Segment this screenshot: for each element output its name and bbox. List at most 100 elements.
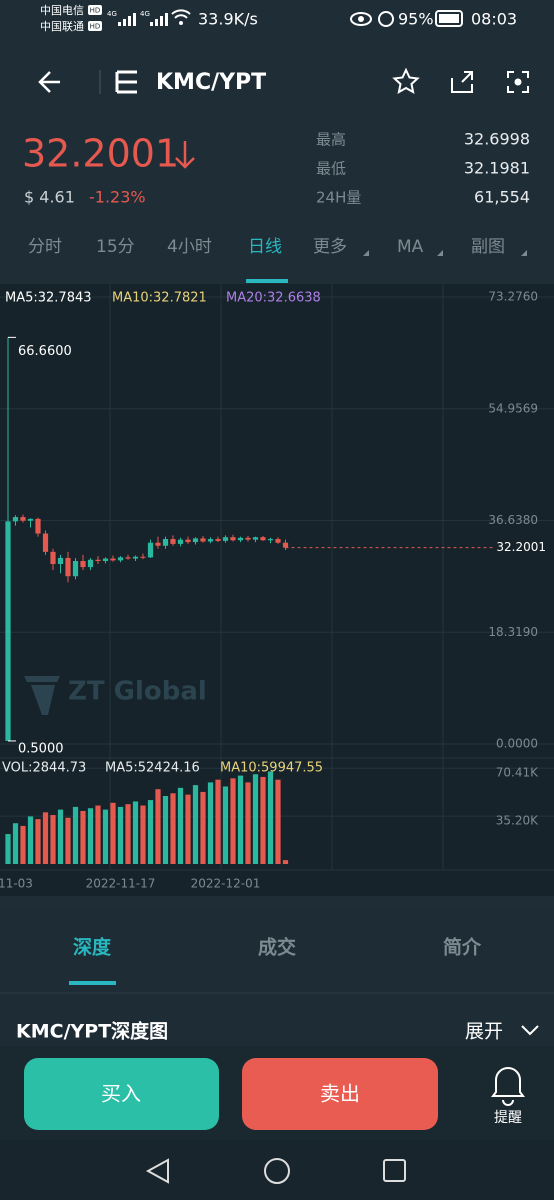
volume-bar	[110, 802, 116, 864]
candle-body	[117, 557, 124, 561]
volume-bar	[252, 774, 259, 864]
back-button[interactable]	[38, 71, 60, 93]
tab[interactable]: 15分	[96, 237, 135, 257]
time: 08:03	[471, 10, 517, 29]
hd: HD	[90, 7, 101, 15]
expand-button[interactable]: 展开	[465, 1021, 503, 1043]
volume-bar	[12, 823, 19, 864]
candle-body	[140, 556, 146, 558]
tab[interactable]: 分时	[28, 237, 62, 257]
y-tick-label: 36.6380	[488, 513, 538, 527]
candle-body	[125, 557, 131, 559]
candle-body	[162, 539, 169, 546]
candle-body	[155, 542, 161, 546]
bottom-tab[interactable]: 成交	[258, 936, 296, 959]
scan-button[interactable]	[507, 71, 529, 93]
tab[interactable]: 日线	[248, 237, 282, 257]
bottom-tab[interactable]: 简介	[443, 936, 482, 959]
volume-bar	[117, 806, 124, 864]
volume-bar	[185, 794, 191, 864]
stat-label: 24H量	[316, 189, 361, 207]
bottom-tab[interactable]: 深度	[73, 936, 112, 959]
tab[interactable]: 副图	[471, 237, 505, 257]
watermark: ZT Global	[68, 677, 207, 707]
y-tick-label: 18.3190	[488, 625, 538, 639]
change: -1.23%	[89, 188, 146, 207]
volume-bar	[177, 787, 184, 864]
tab-underline	[69, 981, 116, 985]
volume-bar	[162, 796, 169, 864]
candle-body	[177, 539, 184, 544]
volume-bar	[102, 809, 109, 864]
candle-body	[252, 537, 259, 540]
carrier: 中国联通	[40, 20, 84, 33]
nav-home[interactable]	[264, 1158, 290, 1184]
buy-button[interactable]	[24, 1058, 219, 1130]
low-label: 0.5000	[18, 741, 64, 756]
candle-body	[170, 539, 176, 544]
x-tick-label: 2022-11-17	[86, 877, 156, 891]
volume-bar	[87, 808, 94, 864]
tab[interactable]: 更多	[313, 237, 347, 257]
high-label: 66.6600	[18, 344, 72, 359]
carrier: 中国电信	[40, 4, 84, 17]
x-tick-label: 11-03	[0, 877, 33, 891]
volume-bar	[215, 779, 221, 864]
hd-badge	[88, 21, 102, 31]
nav-back[interactable]	[145, 1158, 169, 1184]
volume-bar	[57, 809, 64, 864]
dropdown-arrow	[521, 250, 527, 256]
volume-bar	[170, 793, 176, 864]
volume-bar	[5, 834, 11, 864]
dropdown-arrow	[437, 250, 443, 256]
volume-bar	[42, 812, 49, 864]
candle-body	[245, 537, 251, 540]
volume-bar	[80, 810, 86, 864]
menu-icon[interactable]	[115, 70, 137, 94]
network: 4G	[107, 10, 117, 18]
volume-bar	[222, 786, 229, 864]
candle-body	[215, 539, 221, 541]
volume-bar	[282, 860, 289, 864]
x-tick-label: 2022-12-01	[191, 877, 261, 891]
candle-body	[192, 538, 199, 543]
stats: 最高 32.6998 最低 32.1981 24H量 61,554	[316, 130, 530, 207]
last-price: 32.2001	[22, 132, 179, 176]
volume-bar	[95, 805, 101, 864]
candle-body	[110, 558, 116, 561]
watermark-logo	[24, 676, 60, 715]
hd-badge	[88, 5, 102, 15]
volume-bar	[50, 815, 56, 864]
eye-icon	[358, 16, 364, 22]
battery: 95%	[398, 10, 434, 29]
tab[interactable]: MA	[397, 237, 424, 257]
volume-bar	[35, 819, 41, 864]
volume-bar	[245, 782, 251, 864]
share-button[interactable]	[451, 71, 473, 93]
volume-bar	[230, 778, 236, 864]
volume-bar	[27, 816, 34, 864]
stat-label: 最高	[316, 131, 346, 149]
favorite-button[interactable]	[392, 67, 420, 94]
candle-body	[267, 539, 274, 541]
candle-body	[65, 557, 71, 577]
candle-body	[20, 517, 26, 521]
candle-body	[50, 551, 56, 565]
tab[interactable]: 4小时	[167, 237, 212, 257]
network: 4G	[140, 10, 150, 18]
nav-recent[interactable]	[383, 1159, 406, 1182]
nav-bar	[0, 1140, 554, 1200]
volume-bar	[140, 805, 146, 864]
candle-body	[147, 542, 154, 558]
tab-underline	[246, 279, 288, 283]
stat-value: 32.6998	[464, 130, 530, 149]
bell-icon[interactable]	[491, 1067, 525, 1106]
candle-body	[185, 539, 191, 543]
candle-body	[35, 518, 41, 534]
sell-button[interactable]	[242, 1058, 438, 1130]
tabs: 分时 15分 4小时 日线 更多 MA 副图	[28, 237, 527, 283]
speed: 33.9K/s	[198, 10, 258, 29]
candle-body	[95, 559, 101, 561]
depth-title: KMC/YPT深度图	[16, 1020, 168, 1043]
